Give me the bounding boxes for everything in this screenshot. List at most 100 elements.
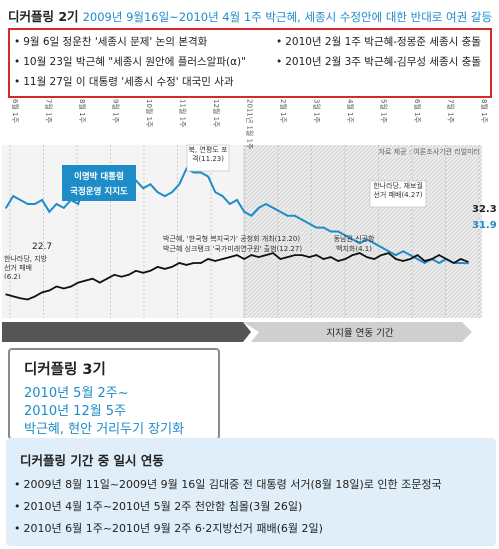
start-value-label: 22.7 <box>32 242 52 252</box>
temporary-link-panel: 디커플링 기간 중 일시 연동 2009년 8월 11일~2009년 9월 16… <box>6 438 496 546</box>
data-point <box>135 270 137 272</box>
period-3-title: 디커플링 3기 <box>24 362 106 378</box>
data-point <box>221 195 224 197</box>
data-point <box>438 254 440 256</box>
data-point <box>120 275 123 278</box>
x-tick-label: 5월 1주 <box>380 99 389 124</box>
data-point <box>192 171 195 174</box>
data-point <box>445 258 448 260</box>
data-point <box>387 250 390 252</box>
data-point <box>77 203 79 205</box>
data-point <box>467 262 469 265</box>
data-point <box>113 274 116 276</box>
data-point <box>250 254 253 256</box>
x-tick-labels: 6월 1주 7월 1주 8월 1주 9월 1주 10월 1주 11월 1주 12월 1주 20… <box>11 99 489 150</box>
series-points <box>5 167 469 301</box>
data-point <box>229 203 231 205</box>
period-3-start: 2010년 5월 2주~ <box>24 386 129 401</box>
data-point <box>19 199 22 201</box>
data-point <box>127 274 130 276</box>
data-point <box>41 291 43 294</box>
data-point <box>301 254 303 256</box>
data-point <box>294 254 296 256</box>
data-point <box>207 175 209 178</box>
x-tick-label: 9월 1주 <box>112 99 121 124</box>
linked-band <box>243 322 472 342</box>
data-point <box>286 215 289 217</box>
data-point <box>402 250 404 252</box>
data-point <box>207 258 209 260</box>
data-point <box>142 187 144 190</box>
data-point <box>308 256 311 258</box>
data-point <box>286 256 289 258</box>
data-point <box>63 207 65 209</box>
header-title-row: 디커플링 2기 2009년 9월16일~2010년 4월 1주 박근혜, 세종시 … <box>8 6 496 26</box>
series-label-line1: 이명박 대통령 <box>74 171 124 182</box>
data-point <box>55 203 58 205</box>
panel-item: 2010년 4월 1주~2010년 5월 2주 천안함 침몰(3월 26일) <box>14 498 303 514</box>
data-point <box>301 218 303 221</box>
linked-band-label: 지지율 연동 기간 <box>326 328 393 339</box>
approval-line-chart: 6월 1주 7월 1주 8월 1주 9월 1주 10월 1주 11월 1주 12월 1주 20… <box>0 97 499 349</box>
panel-title: 디커플링 기간 중 일시 연동 <box>20 453 164 468</box>
data-point <box>272 252 274 254</box>
data-point <box>272 207 274 209</box>
data-point <box>358 252 361 254</box>
period-3-end: 2010년 12월 5주 <box>24 404 127 419</box>
data-point <box>221 258 224 260</box>
x-tick-label: 11월 1주 <box>179 99 188 128</box>
data-point <box>84 279 87 282</box>
data-point <box>366 238 368 241</box>
data-point <box>26 203 29 205</box>
event-item: 2010년 2월 3주 박근혜-김무성 세종시 충돌 <box>276 54 481 69</box>
data-point <box>416 254 419 256</box>
data-point <box>12 295 14 298</box>
linked-period-shade <box>243 145 482 318</box>
data-point <box>106 277 108 280</box>
data-point <box>416 258 419 260</box>
data-point <box>337 230 339 233</box>
data-point <box>423 262 426 264</box>
data-point <box>373 258 376 260</box>
data-point <box>460 262 462 264</box>
chart-canvas: 6월 1주 7월 1주 8월 1주 9월 1주 10월 1주 11월 1주 12월 1주 20… <box>2 99 497 342</box>
data-point <box>409 254 412 256</box>
data-point <box>395 258 397 260</box>
event-item: 11월 27일 이 대통령 '세종시 수정' 대국민 사과 <box>14 74 233 89</box>
x-tick-label: 12월 1주 <box>212 99 221 128</box>
x-tick-label: 8월 1주 <box>78 99 87 124</box>
events-box: 9월 6일 정운찬 '세종시 문제' 논의 본격화 10월 23일 박근혜 "세… <box>8 28 492 98</box>
annotation-local-election: 한나라당, 지방선거 패배(6.2) <box>4 255 48 279</box>
data-point <box>438 262 440 264</box>
data-point <box>200 171 202 174</box>
data-point <box>452 262 455 264</box>
data-point <box>351 254 354 256</box>
data-point <box>279 258 282 260</box>
data-point <box>330 256 332 258</box>
x-tick-label: 6월 1주 <box>11 99 20 124</box>
data-point <box>423 260 426 262</box>
end-value-president: 31.9 <box>472 220 497 231</box>
data-point <box>315 254 318 256</box>
data-point <box>91 277 94 280</box>
data-point <box>48 289 51 292</box>
data-point <box>330 230 332 233</box>
data-point <box>164 268 166 270</box>
annotation-airport: 동남권 신공항 백지화(4.1) <box>333 235 375 253</box>
decoupling-band <box>2 322 251 342</box>
data-point <box>402 260 404 262</box>
data-point <box>192 262 195 264</box>
annotation-welfare: 박근혜, '한국형 복지국가' 공청회 개최(12.20) 박근혜 싱크탱크 '… <box>163 234 313 254</box>
x-tick-label: 7월 1주 <box>45 99 54 124</box>
annotation-byelection: 한나라당, 재보궐 선거 패배(4.27) <box>373 182 423 199</box>
annotation-box <box>369 180 427 208</box>
x-tick-label: 8월 1주 <box>480 99 489 124</box>
annotation-box <box>186 144 230 172</box>
data-point <box>322 258 325 260</box>
data-point <box>99 281 101 284</box>
period-2-title: 디커플링 2기 <box>8 9 79 24</box>
period-3-card: 디커플링 3기 2010년 5월 2주~ 2010년 12월 5주 박근혜, 현… <box>8 348 220 440</box>
data-point <box>171 266 173 268</box>
data-point <box>156 191 159 193</box>
source-note: 자료 제공 : 여론조사기관 리얼미터 <box>379 147 480 156</box>
